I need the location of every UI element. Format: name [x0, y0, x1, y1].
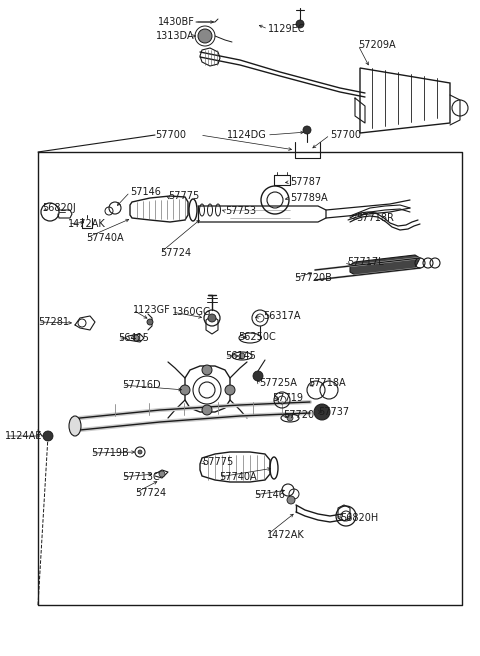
Circle shape: [202, 405, 212, 415]
Text: 57719B: 57719B: [91, 448, 129, 458]
Circle shape: [296, 20, 304, 28]
Text: 56250C: 56250C: [238, 332, 276, 342]
Text: 57700: 57700: [330, 130, 361, 140]
Text: 1124DG: 1124DG: [227, 130, 267, 140]
Circle shape: [239, 353, 245, 359]
Circle shape: [147, 319, 153, 325]
Text: 56317A: 56317A: [263, 311, 300, 321]
Circle shape: [159, 471, 165, 477]
Circle shape: [43, 431, 53, 441]
Text: 57713C: 57713C: [122, 472, 160, 482]
Text: 57775: 57775: [202, 457, 233, 467]
Circle shape: [208, 314, 216, 322]
Text: 56820J: 56820J: [42, 203, 76, 213]
Text: 1430BF: 1430BF: [158, 17, 195, 27]
Text: 57720B: 57720B: [294, 273, 332, 283]
Text: 1124AE: 1124AE: [5, 431, 42, 441]
Text: 1472AK: 1472AK: [267, 530, 305, 540]
Circle shape: [180, 385, 190, 395]
Text: 56415: 56415: [118, 333, 149, 343]
Text: 57209A: 57209A: [358, 40, 396, 50]
Circle shape: [198, 29, 212, 43]
Text: 57725A: 57725A: [259, 378, 297, 388]
Text: 57718R: 57718R: [356, 213, 394, 223]
Text: 57716D: 57716D: [122, 380, 161, 390]
Circle shape: [202, 365, 212, 375]
Text: 57789A: 57789A: [290, 193, 328, 203]
Text: 57146: 57146: [130, 187, 161, 197]
Text: 57717L: 57717L: [347, 257, 384, 267]
Text: 57740A: 57740A: [86, 233, 124, 243]
Circle shape: [225, 385, 235, 395]
Text: 57724: 57724: [135, 488, 166, 498]
Circle shape: [287, 415, 293, 421]
Circle shape: [314, 404, 330, 420]
Polygon shape: [350, 255, 420, 275]
Text: 1123GF: 1123GF: [133, 305, 171, 315]
Text: 57700: 57700: [155, 130, 186, 140]
Text: 57718A: 57718A: [308, 378, 346, 388]
Circle shape: [138, 450, 142, 454]
Text: 56145: 56145: [225, 351, 256, 361]
Text: 57775: 57775: [168, 191, 199, 201]
Circle shape: [253, 371, 263, 381]
Text: 57737: 57737: [318, 407, 349, 417]
Text: 57720: 57720: [283, 410, 314, 420]
Text: 57719: 57719: [272, 393, 303, 403]
Text: 57281: 57281: [38, 317, 69, 327]
Text: 57724: 57724: [160, 248, 191, 258]
Circle shape: [303, 126, 311, 134]
Text: 1313DA: 1313DA: [156, 31, 195, 41]
Ellipse shape: [69, 416, 81, 436]
Circle shape: [287, 496, 295, 504]
Text: 56820H: 56820H: [340, 513, 378, 523]
Text: 1129EC: 1129EC: [268, 24, 305, 34]
Circle shape: [133, 335, 139, 341]
Text: 57740A: 57740A: [219, 472, 257, 482]
Text: 1472AK: 1472AK: [68, 219, 106, 229]
Text: 57753: 57753: [225, 206, 256, 216]
Text: 57787: 57787: [290, 177, 321, 187]
Text: 1360GG: 1360GG: [172, 307, 212, 317]
Text: 57146: 57146: [254, 490, 285, 500]
